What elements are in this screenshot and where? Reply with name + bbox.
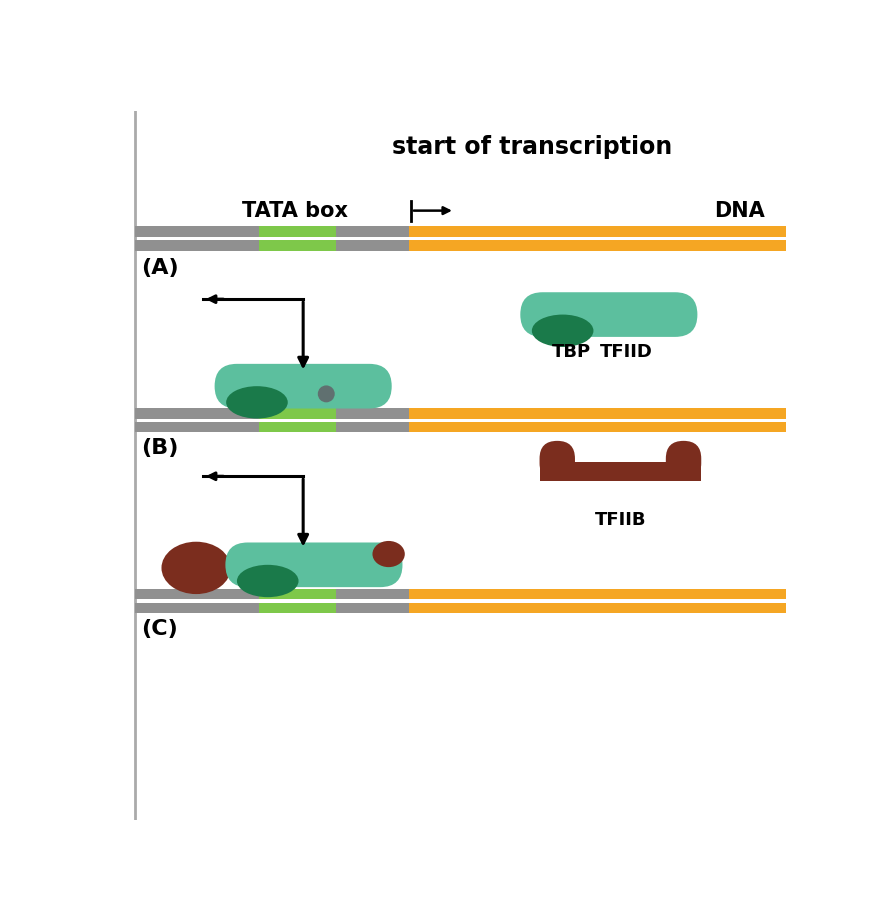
FancyBboxPatch shape <box>408 422 786 432</box>
FancyBboxPatch shape <box>335 602 408 613</box>
Text: TBP: TBP <box>552 343 590 361</box>
Text: TATA box: TATA box <box>242 201 348 221</box>
Text: TFIIB: TFIIB <box>595 511 646 529</box>
FancyBboxPatch shape <box>259 589 335 600</box>
FancyBboxPatch shape <box>408 589 786 600</box>
FancyBboxPatch shape <box>335 589 408 600</box>
Text: (C): (C) <box>142 619 179 639</box>
FancyBboxPatch shape <box>408 239 786 251</box>
FancyBboxPatch shape <box>408 226 786 237</box>
Text: (B): (B) <box>142 437 179 458</box>
Ellipse shape <box>162 542 231 594</box>
FancyBboxPatch shape <box>259 602 335 613</box>
FancyBboxPatch shape <box>335 239 408 251</box>
Ellipse shape <box>226 386 288 418</box>
FancyBboxPatch shape <box>136 226 259 237</box>
Circle shape <box>318 385 334 402</box>
Text: DNA: DNA <box>715 201 766 221</box>
Text: TFIID: TFIID <box>600 343 653 361</box>
FancyBboxPatch shape <box>335 422 408 432</box>
FancyBboxPatch shape <box>136 422 259 432</box>
FancyBboxPatch shape <box>408 602 786 613</box>
FancyBboxPatch shape <box>259 408 335 418</box>
FancyBboxPatch shape <box>215 364 392 409</box>
FancyBboxPatch shape <box>136 239 259 251</box>
FancyBboxPatch shape <box>136 589 259 600</box>
Ellipse shape <box>372 541 405 567</box>
FancyBboxPatch shape <box>136 602 259 613</box>
FancyBboxPatch shape <box>335 408 408 418</box>
FancyBboxPatch shape <box>335 226 408 237</box>
FancyBboxPatch shape <box>408 408 786 418</box>
FancyBboxPatch shape <box>259 422 335 432</box>
FancyBboxPatch shape <box>666 441 701 481</box>
FancyBboxPatch shape <box>539 441 575 481</box>
FancyBboxPatch shape <box>539 462 701 481</box>
FancyBboxPatch shape <box>259 226 335 237</box>
Text: start of transcription: start of transcription <box>392 135 672 159</box>
FancyBboxPatch shape <box>225 542 402 588</box>
Ellipse shape <box>532 315 593 347</box>
FancyBboxPatch shape <box>136 408 259 418</box>
FancyBboxPatch shape <box>520 292 698 337</box>
FancyBboxPatch shape <box>259 239 335 251</box>
Text: (A): (A) <box>142 259 180 278</box>
Ellipse shape <box>237 565 298 597</box>
